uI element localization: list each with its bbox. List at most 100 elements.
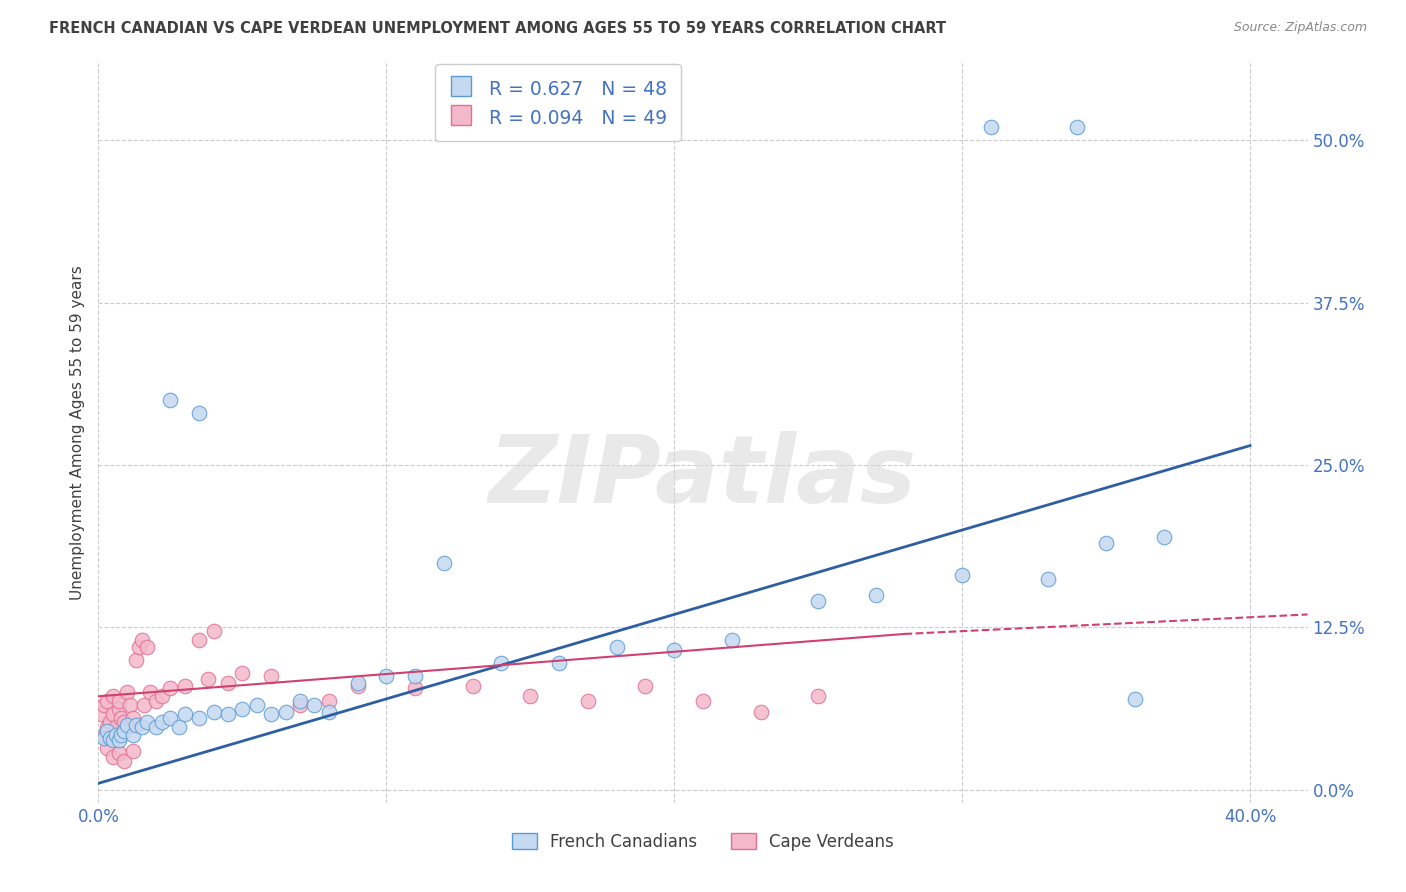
Point: [131, 633, 153, 648]
Point: [115, 718, 138, 732]
Point: [145, 694, 167, 708]
Point: [980, 120, 1002, 135]
Point: [188, 711, 211, 725]
Point: [107, 694, 129, 708]
Point: [433, 556, 456, 570]
Point: [188, 406, 211, 420]
Point: [98, 731, 121, 745]
Point: [318, 694, 340, 708]
Point: [93, 698, 115, 713]
Point: [93, 728, 115, 742]
Point: [159, 711, 181, 725]
Point: [98, 715, 121, 730]
Point: [101, 733, 124, 747]
Point: [139, 685, 162, 699]
Point: [136, 715, 159, 730]
Point: [120, 698, 142, 713]
Point: [260, 668, 283, 682]
Point: [202, 705, 225, 719]
Point: [606, 640, 628, 654]
Point: [112, 754, 135, 768]
Point: [288, 698, 311, 713]
Point: [159, 393, 181, 408]
Point: [145, 721, 167, 735]
Y-axis label: Unemployment Among Ages 55 to 59 years: Unemployment Among Ages 55 to 59 years: [70, 265, 86, 600]
Point: [1095, 536, 1118, 550]
Point: [1153, 529, 1175, 543]
Point: [131, 721, 153, 735]
Point: [167, 721, 190, 735]
Point: [150, 715, 173, 730]
Point: [112, 715, 135, 730]
Point: [90, 707, 112, 722]
Point: [807, 690, 830, 704]
Point: [107, 747, 129, 761]
Point: [318, 705, 340, 719]
Point: [375, 668, 398, 682]
Point: [134, 698, 156, 713]
Point: [122, 711, 145, 725]
Point: [188, 633, 211, 648]
Point: [807, 594, 830, 608]
Point: [101, 707, 124, 722]
Point: [173, 679, 195, 693]
Point: [274, 705, 297, 719]
Point: [404, 681, 426, 696]
Point: [720, 633, 742, 648]
Point: [96, 724, 118, 739]
Point: [104, 728, 127, 742]
Text: Source: ZipAtlas.com: Source: ZipAtlas.com: [1233, 21, 1367, 35]
Point: [93, 731, 115, 745]
Point: [96, 694, 118, 708]
Text: ZIPatlas: ZIPatlas: [489, 431, 917, 523]
Point: [664, 642, 686, 657]
Point: [519, 690, 541, 704]
Point: [136, 640, 159, 654]
Point: [246, 698, 269, 713]
Point: [115, 721, 138, 735]
Text: FRENCH CANADIAN VS CAPE VERDEAN UNEMPLOYMENT AMONG AGES 55 TO 59 YEARS CORRELATI: FRENCH CANADIAN VS CAPE VERDEAN UNEMPLOY…: [49, 21, 946, 37]
Point: [865, 588, 887, 602]
Point: [304, 698, 326, 713]
Point: [107, 733, 129, 747]
Point: [101, 690, 124, 704]
Point: [346, 676, 368, 690]
Point: [128, 640, 150, 654]
Point: [260, 707, 283, 722]
Point: [150, 690, 173, 704]
Point: [122, 728, 145, 742]
Point: [461, 679, 484, 693]
Point: [1038, 573, 1060, 587]
Point: [101, 750, 124, 764]
Point: [173, 707, 195, 722]
Point: [96, 741, 118, 756]
Point: [96, 721, 118, 735]
Legend: French Canadians, Cape Verdeans: French Canadians, Cape Verdeans: [505, 826, 901, 857]
Point: [231, 665, 253, 680]
Point: [404, 668, 426, 682]
Point: [125, 718, 148, 732]
Point: [634, 679, 657, 693]
Point: [1123, 692, 1146, 706]
Point: [202, 624, 225, 639]
Point: [115, 685, 138, 699]
Point: [112, 724, 135, 739]
Point: [576, 694, 599, 708]
Point: [231, 702, 253, 716]
Point: [159, 681, 181, 696]
Point: [288, 694, 311, 708]
Point: [346, 679, 368, 693]
Point: [217, 676, 239, 690]
Point: [749, 705, 772, 719]
Point: [548, 656, 571, 670]
Point: [110, 711, 132, 725]
Point: [1066, 120, 1088, 135]
Point: [491, 656, 513, 670]
Point: [104, 721, 127, 735]
Point: [110, 728, 132, 742]
Point: [122, 744, 145, 758]
Point: [692, 694, 714, 708]
Point: [197, 673, 219, 687]
Point: [125, 653, 148, 667]
Point: [950, 568, 973, 582]
